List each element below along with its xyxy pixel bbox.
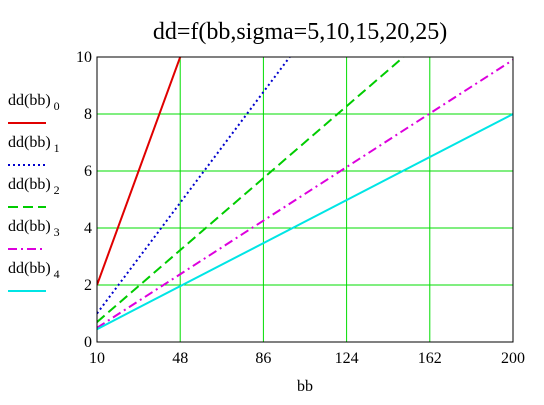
x-tick-label-3: 124 xyxy=(335,350,359,367)
legend-label-3: dd(bb) 3 xyxy=(8,218,60,239)
x-tick-label-5: 200 xyxy=(501,350,525,367)
y-tick-label-2: 4 xyxy=(84,220,92,237)
series-line-3 xyxy=(97,59,513,329)
legend-item-2: dd(bb) 2 xyxy=(8,176,60,208)
x-tick-label-1: 48 xyxy=(172,350,188,367)
series-line-0 xyxy=(97,57,182,286)
legend: dd(bb) 0 dd(bb) 1 dd(bb) 2 dd(bb) 3 dd(bb) 4 xyxy=(8,92,60,292)
y-tick-label-1: 2 xyxy=(84,277,92,294)
x-tick-label-0: 10 xyxy=(89,350,105,367)
y-tick-label-5: 10 xyxy=(76,49,92,66)
y-tick-label-4: 8 xyxy=(84,106,92,123)
series-line-1 xyxy=(97,57,291,315)
legend-label-2: dd(bb) 2 xyxy=(8,176,60,197)
x-tick-label-4: 162 xyxy=(418,350,442,367)
plot-frame xyxy=(96,56,514,343)
series-line-4 xyxy=(97,113,513,331)
y-tick-label-3: 6 xyxy=(84,163,92,180)
legend-label-4: dd(bb) 4 xyxy=(8,260,60,281)
series-layer xyxy=(97,57,513,331)
tick-labels: 10 48 86 124 162 200 0 2 4 6 8 10 xyxy=(76,49,525,367)
legend-label-1: dd(bb) 1 xyxy=(8,134,60,155)
legend-item-3: dd(bb) 3 xyxy=(8,218,60,250)
legend-item-1: dd(bb) 1 xyxy=(8,134,60,166)
legend-item-0: dd(bb) 0 xyxy=(8,92,60,124)
y-tick-label-0: 0 xyxy=(84,334,92,351)
legend-label-0: dd(bb) 0 xyxy=(8,92,60,113)
grid xyxy=(97,57,513,342)
chart-title: dd=f(bb,sigma=5,10,15,20,25) xyxy=(153,19,447,45)
x-tick-label-2: 86 xyxy=(255,350,271,367)
series-line-2 xyxy=(97,57,405,323)
x-axis-label: bb xyxy=(297,378,313,395)
legend-item-4: dd(bb) 4 xyxy=(8,260,60,292)
